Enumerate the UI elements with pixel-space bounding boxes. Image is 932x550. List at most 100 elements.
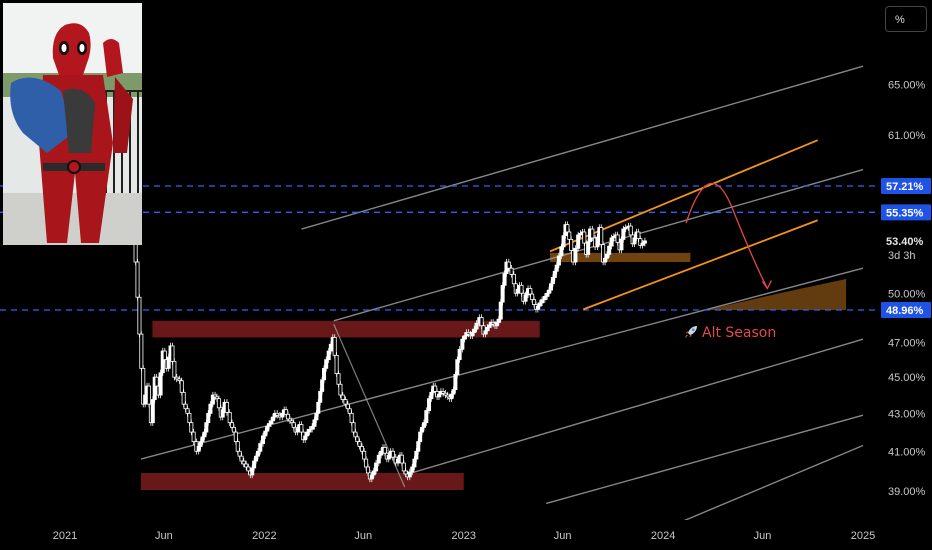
candle-body [135,261,140,298]
candle-body [252,460,257,469]
candle-body [382,447,387,454]
candle-body [320,379,325,392]
candle-body [532,299,537,305]
candle-body [386,454,391,460]
candle-body [540,299,545,304]
candle-body [379,450,384,456]
candle-body [265,426,270,432]
candle-body [258,443,263,452]
candle-body [453,374,458,391]
candle-body [462,335,467,340]
candle-body [244,463,249,468]
candle-body [561,235,566,248]
candle-body [324,359,329,369]
candle-body [202,431,207,438]
candle-body [567,231,572,240]
candle-body [535,305,540,310]
candle-body [235,441,240,452]
candle-body [328,343,333,352]
candle-body [421,422,426,428]
channel-line-6 [679,444,864,523]
candle-body [172,360,177,378]
candle-body [343,399,348,405]
candle-body [554,264,559,272]
candle-body [189,422,194,433]
candle-body [312,419,317,427]
channel-line-3 [140,267,864,460]
candle-body [206,412,211,424]
candle-body [200,436,205,443]
candle-body [364,458,369,468]
candle-body [460,338,465,350]
candle-body [418,431,423,443]
candle-body [227,412,232,424]
candle-body [334,354,339,375]
candle-body [303,435,308,441]
target-zone [706,279,847,310]
price-tick-label: 43.00% [888,408,926,420]
current-price-label-bg [881,232,931,263]
candle-body [485,327,490,332]
candle-body [640,242,645,246]
candle-body [241,460,246,465]
candle-body [607,245,612,255]
candle-body [550,277,555,285]
level-high-label: 57.21% [886,181,924,193]
candle-body [185,408,190,414]
candle-body [576,234,581,249]
candle-body [254,455,259,462]
candle-body [349,412,354,424]
candle-body [347,408,352,414]
candle-body [628,225,633,236]
candle-body [483,330,488,335]
candle-body [396,458,401,464]
candle-body [515,288,520,294]
candle-body [470,332,475,337]
candle-body [451,389,456,395]
candle-body [295,427,300,433]
candle-body [291,422,296,428]
candle-body [357,441,362,447]
candle-body [332,337,337,356]
candle-body [441,391,446,394]
candle-body [345,403,350,410]
wedge-upper-line [549,139,819,253]
wedge-lines [549,139,819,311]
time-tick-label: Jun [554,530,572,542]
price-tick-label: 61.00% [888,130,926,142]
candle-body [496,318,501,323]
level-lines [0,185,880,311]
candle-body [537,302,542,307]
candle-body [552,270,557,278]
candle-body [181,391,186,405]
candle-body [619,238,624,251]
candle-body [615,234,620,243]
deadpool-photo [3,3,142,245]
time-tick-label: 2023 [451,530,475,542]
candle-body [280,412,285,418]
candle-body [260,435,265,444]
time-tick-label: 2024 [651,530,675,542]
candle-body [369,474,374,480]
candle-body [573,247,578,263]
candle-body [230,422,235,428]
candle-body [250,467,255,476]
percent-scale-button[interactable]: % [885,6,927,32]
resistance-zone [152,320,540,338]
candle-body [285,413,290,420]
candle-body [414,450,419,460]
candle-body [523,294,528,302]
candle-body [403,470,408,475]
candle-body [636,231,641,240]
wedge-base-zone [550,252,691,263]
candle-body [233,431,238,443]
alt-season-annotation: Alt Season [684,325,776,341]
candle-body [166,356,171,369]
candle-body [502,273,507,286]
candle-body [187,412,192,424]
candle-body [139,333,144,369]
price-axis: 39.00% 41.00% 43.00% 45.00% 47.00% 50.00% 61.0… [880,0,932,550]
candle-body [154,376,159,387]
